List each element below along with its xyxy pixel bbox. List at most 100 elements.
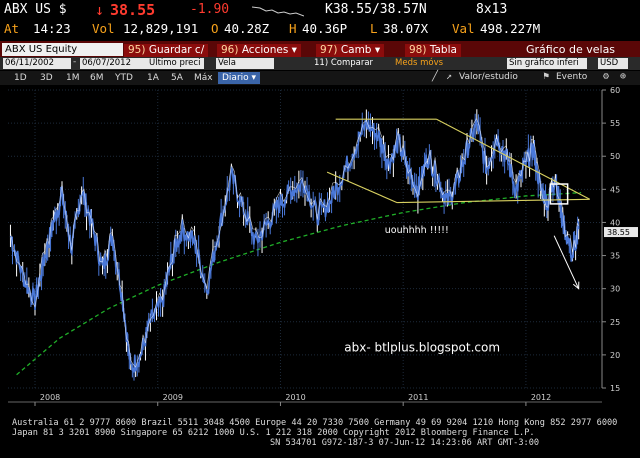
period-5y[interactable]: 5A bbox=[171, 73, 183, 83]
ticker: ABX US $ bbox=[4, 2, 67, 17]
period-1m[interactable]: 1M bbox=[66, 73, 80, 83]
y-tick-label: 15 bbox=[610, 384, 620, 393]
zoom-icon[interactable]: ⊕ bbox=[620, 71, 627, 82]
y-tick-label: 45 bbox=[610, 185, 620, 194]
date-separator: - bbox=[73, 57, 77, 67]
price-line bbox=[9, 118, 580, 373]
dropdown-icon: ▾ bbox=[251, 73, 257, 83]
change-button-label: Camb bbox=[340, 44, 372, 56]
trendline bbox=[397, 198, 590, 204]
y-axis: 15 20 25 30 35 40 45 50 55 60 38.55 bbox=[601, 86, 638, 393]
actions-button[interactable]: 96) Acciones ▾ bbox=[217, 44, 301, 57]
low-price: 38.07X bbox=[383, 21, 429, 36]
security-field[interactable]: ABX US Equity bbox=[2, 43, 123, 56]
table-button[interactable]: 98) Tabla bbox=[405, 44, 461, 57]
y-tick-label: 25 bbox=[610, 318, 620, 327]
frequency-label: Diario bbox=[222, 73, 249, 83]
moving-average-line bbox=[16, 191, 582, 376]
projection-arrow-head bbox=[572, 281, 580, 290]
x-axis: 2008 2009 2010 2011 2012 bbox=[8, 393, 602, 406]
period-ytd[interactable]: YTD bbox=[115, 73, 133, 83]
annotation-watermark: abx- btlplus.blogspot.com bbox=[344, 341, 500, 355]
y-tick-label: 50 bbox=[610, 152, 620, 161]
y-tick-label: 60 bbox=[610, 86, 620, 95]
traded-value: 498.227M bbox=[480, 21, 541, 36]
volume-label: Vol bbox=[92, 21, 115, 36]
y-tick-label: 40 bbox=[610, 218, 620, 227]
price-change: -1.90 bbox=[190, 2, 230, 17]
price-series bbox=[9, 109, 582, 381]
period-bar bbox=[0, 71, 640, 85]
open-label: O bbox=[211, 21, 219, 36]
period-6m[interactable]: 6M bbox=[90, 73, 104, 83]
last-price: 38.55 bbox=[110, 1, 156, 19]
highlight-box bbox=[549, 183, 569, 205]
event-button[interactable]: Evento bbox=[556, 72, 588, 82]
footer-contacts-line-1: Australia 61 2 9777 8600 Brazil 5511 304… bbox=[12, 418, 618, 428]
price-line-highlight bbox=[10, 117, 579, 368]
y-tick-label: 35 bbox=[610, 252, 620, 261]
x-tick-label: 2012 bbox=[531, 393, 551, 402]
actions-button-label: Acciones bbox=[241, 44, 289, 56]
high-label: H bbox=[289, 21, 297, 36]
start-date-field[interactable]: 06/11/2002 bbox=[3, 58, 71, 69]
y-tick-label: 55 bbox=[610, 119, 620, 128]
change-button[interactable]: 97) Camb ▾ bbox=[316, 44, 385, 57]
quote-line-2: At 14:23 Vol 12,829,191 O 40.28Z H 40.36… bbox=[0, 21, 640, 37]
actions-button-number: 96) bbox=[221, 44, 239, 56]
bid-ask-size: 8x13 bbox=[476, 2, 508, 17]
value-label: Val bbox=[452, 21, 475, 36]
chart-style-select[interactable]: Vela bbox=[216, 58, 274, 69]
end-date-field[interactable]: 06/07/2012 bbox=[80, 58, 148, 69]
x-tick-label: 2010 bbox=[285, 393, 305, 402]
line-tool-icon[interactable]: ╱ bbox=[432, 71, 439, 82]
frequency-select[interactable]: Diario ▾ bbox=[218, 72, 261, 84]
trendline bbox=[436, 118, 590, 200]
currency-select[interactable]: USD bbox=[598, 58, 628, 69]
period-3d[interactable]: 3D bbox=[40, 73, 53, 83]
lower-chart-select[interactable]: Sin gráfico inferi bbox=[507, 58, 587, 69]
at-label: At bbox=[4, 21, 20, 36]
volume: 12,829,191 bbox=[123, 21, 199, 36]
moving-averages-button[interactable]: Meds móvs bbox=[395, 58, 444, 68]
chart-background bbox=[0, 86, 640, 416]
last-price-marker bbox=[604, 227, 638, 238]
period-max[interactable]: Máx bbox=[194, 73, 213, 83]
trendline bbox=[326, 171, 398, 204]
x-tick-label: 2011 bbox=[408, 393, 428, 402]
open-price: 40.28Z bbox=[224, 21, 270, 36]
save-button-label: Guardar c/ bbox=[148, 44, 205, 56]
settings-icon[interactable]: ⚙ bbox=[603, 71, 610, 82]
quote-time: 14:23 bbox=[33, 21, 71, 36]
save-button-number: 95) bbox=[128, 44, 146, 56]
compare-button[interactable]: 11) Comparar bbox=[314, 58, 374, 68]
value-study-button[interactable]: Valor/estudio bbox=[459, 72, 518, 82]
x-tick-label: 2008 bbox=[40, 393, 60, 402]
high-price: 40.36P bbox=[302, 21, 348, 36]
save-button[interactable]: 95) Guardar c/ bbox=[124, 44, 209, 57]
y-tick-label: 20 bbox=[610, 351, 620, 360]
low-label: L bbox=[370, 21, 378, 36]
chart-overlays bbox=[326, 118, 590, 290]
footer-serial-line: SN 534701 G972-187-3 07-Jun-12 14:23:06 … bbox=[270, 438, 540, 448]
period-1d[interactable]: 1D bbox=[14, 73, 27, 83]
chart-annotations: uouhhhh !!!!! abx- btlplus.blogspot.com bbox=[344, 225, 500, 355]
quote-line-1: ABX US $ ↓ 38.55 -1.90 K38.55/38.57N 8x1… bbox=[0, 1, 640, 19]
projection-arrow bbox=[553, 235, 580, 289]
period-1y[interactable]: 1A bbox=[147, 73, 159, 83]
bid-ask: K38.55/38.57N bbox=[325, 2, 427, 17]
event-flag-icon[interactable]: ⚑ bbox=[543, 71, 550, 82]
price-field-select[interactable]: Último preci bbox=[147, 58, 204, 69]
sparkline-icon bbox=[252, 6, 304, 17]
y-tick-label: 30 bbox=[610, 285, 620, 294]
table-button-label: Tabla bbox=[429, 44, 457, 56]
table-button-number: 98) bbox=[409, 44, 427, 56]
down-arrow-icon: ↓ bbox=[95, 1, 105, 19]
change-button-number: 97) bbox=[320, 44, 338, 56]
x-tick-label: 2009 bbox=[163, 393, 183, 402]
line-chart-icon[interactable]: ↗ bbox=[446, 71, 453, 82]
dropdown-icon: ▾ bbox=[374, 44, 381, 56]
chart-type-title: Gráfico de velas bbox=[526, 43, 616, 56]
dropdown-icon: ▾ bbox=[291, 44, 297, 56]
